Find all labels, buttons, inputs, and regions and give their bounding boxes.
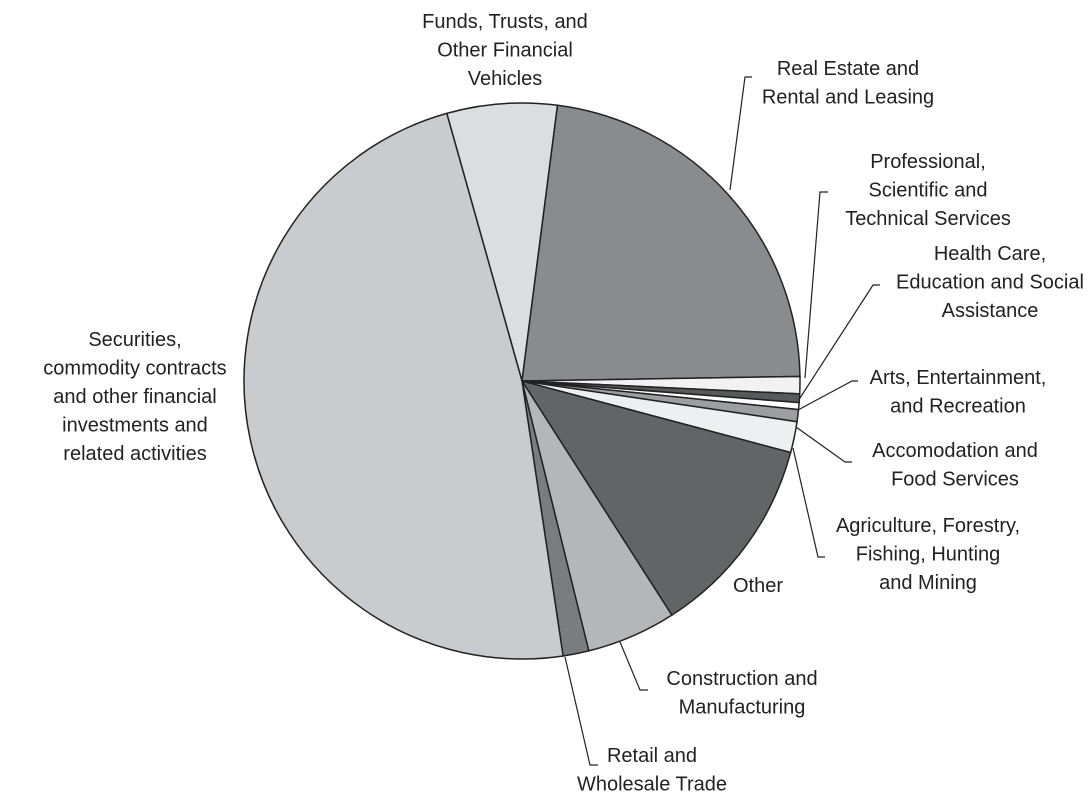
slice-label: Construction and Manufacturing	[666, 668, 817, 719]
slice-label: Agriculture, Forestry, Fishing, Hunting an…	[836, 515, 1020, 594]
slice-label: Retail and Wholesale Trade	[577, 745, 727, 793]
slice-label: Funds, Trusts, and Other Financial Vehicle…	[422, 11, 588, 90]
leaders	[564, 76, 880, 766]
slice-label: Real Estate and Rental and Leasing	[762, 58, 934, 109]
pie-slice	[243, 112, 564, 660]
slice-label: Other	[733, 575, 783, 597]
slice-label: Accomodation and Food Services	[872, 440, 1038, 491]
slice-label: Securities, commodity contracts and other …	[43, 329, 226, 465]
pie-slice	[520, 379, 792, 617]
pie-slice	[521, 104, 801, 382]
slice-label: Health Care, Education and Social Assistan…	[896, 243, 1084, 322]
slice-label: Professional, Scientific and Technical Ser…	[845, 151, 1011, 230]
pie-slice	[445, 102, 559, 382]
slice-label: Arts, Entertainment, and Recreation	[870, 367, 1047, 418]
